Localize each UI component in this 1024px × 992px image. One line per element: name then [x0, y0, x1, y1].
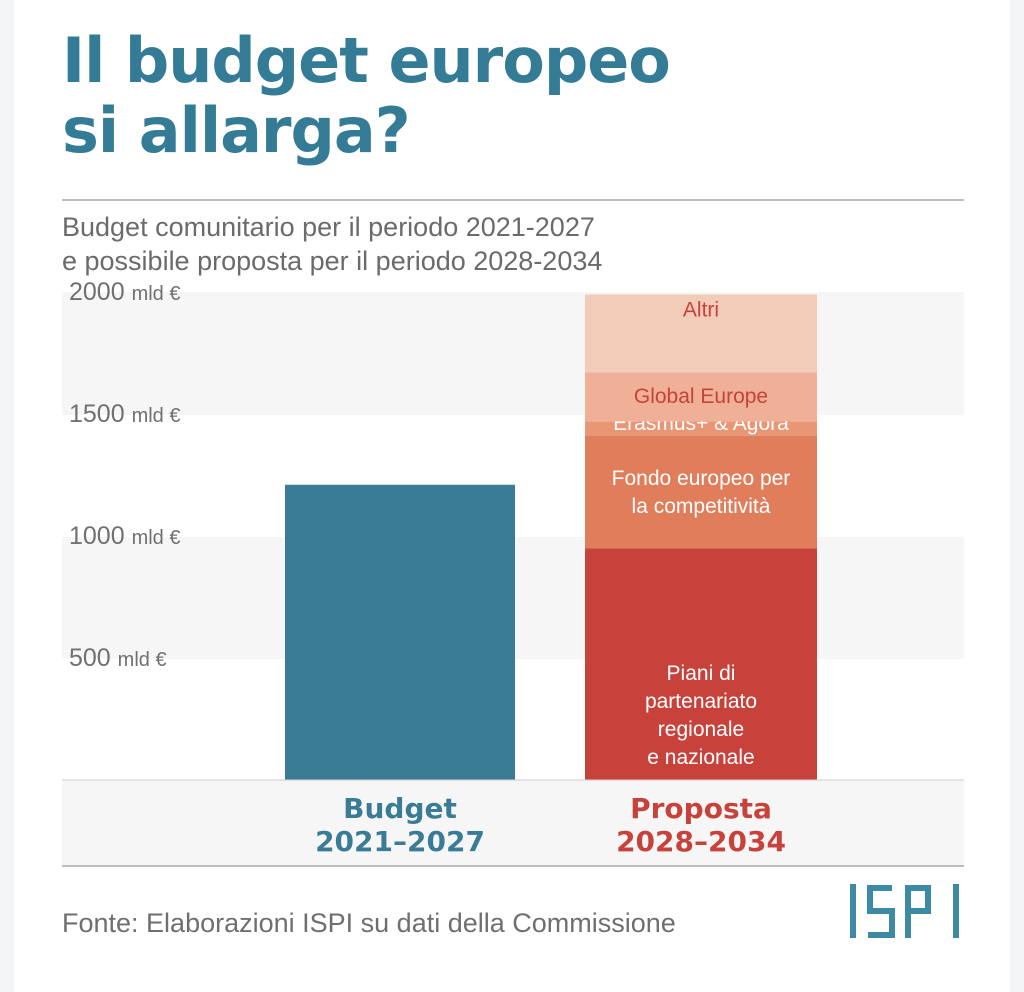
- segment-label-piani-di-partenariato-regionale-e-nazionale-line-1: Piani di: [667, 662, 736, 685]
- ispi-logo: [850, 884, 959, 938]
- segment-erasmus-agora: [585, 421, 817, 436]
- source-note: Fonte: Elaborazioni ISPI su dati della C…: [62, 908, 676, 938]
- y-tick-label-2000: 2000 mld €: [69, 278, 180, 306]
- segment-label-piani-di-partenariato-regionale-e-nazionale-line-4: e nazionale: [647, 746, 754, 769]
- chart-subtitle: Budget comunitario per il periodo 2021-2…: [62, 210, 962, 278]
- chart-title-line-1: Il budget europeo: [62, 24, 671, 97]
- category-band: [62, 780, 964, 865]
- right-margin: [1010, 0, 1024, 992]
- segment-label-altri-line-1: Altri: [683, 298, 719, 321]
- category-label-2-line-2: 2028–2034: [616, 825, 786, 858]
- chart-subtitle-line-1: Budget comunitario per il periodo 2021-2…: [62, 212, 595, 242]
- segment-label-fondo-europeo-per-la-competitivit-line-2: la competitività: [632, 495, 771, 518]
- bar-budget-2021-2027: [285, 484, 515, 780]
- segment-label-piani-di-partenariato-regionale-e-nazionale-line-3: regionale: [658, 718, 744, 741]
- category-label-1-line-2: 2021–2027: [315, 825, 485, 858]
- category-label-2-line-1: Proposta: [630, 792, 772, 825]
- y-tick-label-1500: 1500 mld €: [69, 400, 180, 428]
- left-margin: [0, 0, 14, 992]
- segment-label-global-europe-line-1: Global Europe: [634, 385, 768, 408]
- segment-global-europe: [585, 372, 817, 422]
- segment-label-fondo-europeo-per-la-competitivit-line-1: Fondo europeo per: [612, 467, 791, 490]
- title-divider: [62, 199, 964, 201]
- segment-piani-di-partenariato-regionale-e-nazionale: [585, 548, 817, 780]
- chart-title: Il budget europeo si allarga?: [62, 26, 962, 166]
- category-label-1-line-1: Budget: [343, 792, 457, 825]
- grid-band-1: [62, 292, 964, 415]
- chart-title-line-2: si allarga?: [62, 94, 411, 167]
- stacked-bar-chart: 500 mld € 1000 mld € 1500 mld € 2000 mld € P…: [62, 278, 964, 865]
- segment-label-piani-di-partenariato-regionale-e-nazionale-line-2: partenariato: [645, 690, 757, 713]
- y-tick-label-500: 500 mld €: [69, 644, 167, 672]
- y-tick-label-1000: 1000 mld €: [69, 522, 180, 550]
- chart-subtitle-line-2: e possibile proposta per il periodo 2028…: [62, 246, 603, 276]
- segment-fondo-europeo-per-la-competitivit: [585, 435, 817, 549]
- footer-divider: [62, 865, 964, 867]
- segment-altri: [585, 294, 817, 373]
